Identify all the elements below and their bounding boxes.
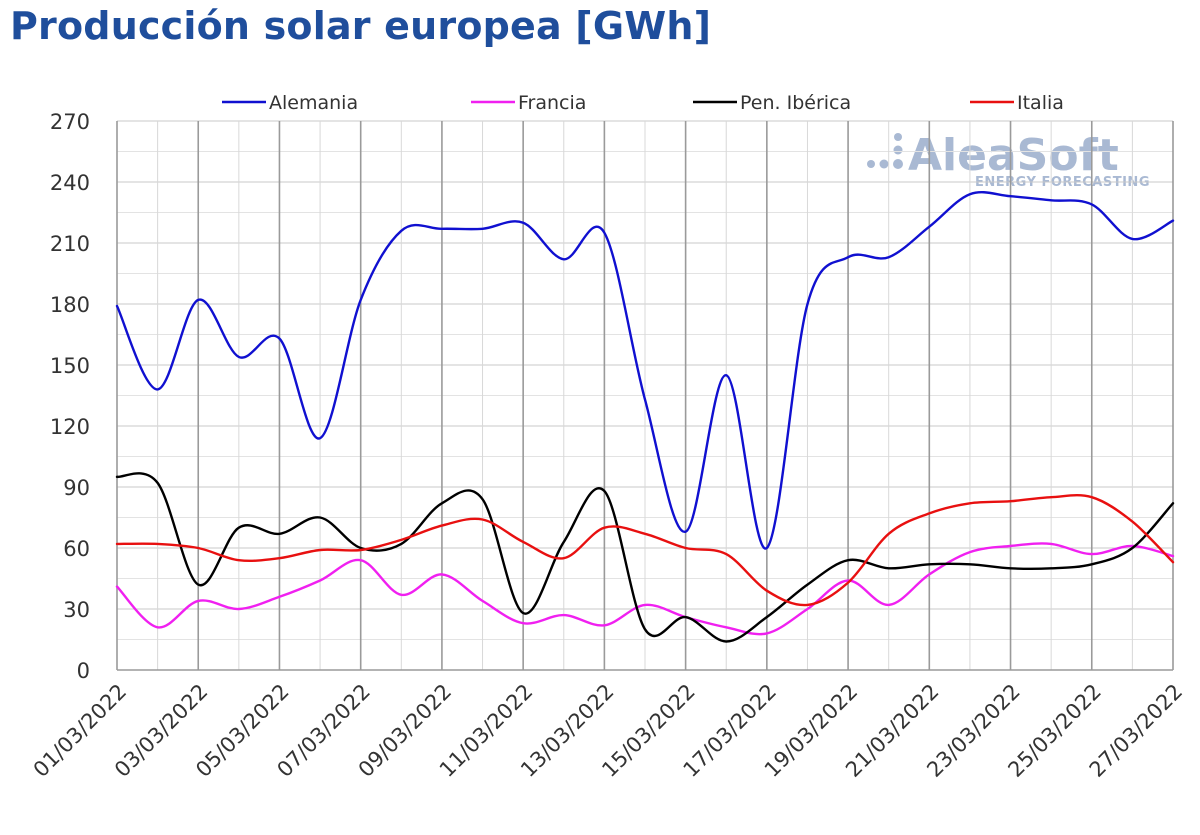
y-axis-ticks: 0 30 60 90 120 150 180 210 240 270 xyxy=(50,110,90,683)
series-line-italia xyxy=(115,494,1175,607)
y-tick-label: 30 xyxy=(63,598,90,622)
y-tick-label: 150 xyxy=(50,354,90,378)
aleasoft-watermark: AleaSoft ENERGY FORECASTING xyxy=(867,130,1150,190)
series-lines xyxy=(115,191,1175,643)
x-axis-ticks: 01/03/202203/03/202205/03/202207/03/2022… xyxy=(29,679,1188,782)
y-tick-label: 210 xyxy=(50,232,90,256)
legend-item-francia: Francia xyxy=(471,92,586,114)
y-tick-label: 270 xyxy=(50,110,90,134)
legend-item-italia: Italia xyxy=(970,92,1064,114)
series-line-francia xyxy=(115,542,1175,636)
y-tick-label: 90 xyxy=(63,476,90,500)
legend-label: Pen. Ibérica xyxy=(740,92,851,114)
y-tick-label: 240 xyxy=(50,171,90,195)
y-tick-label: 180 xyxy=(50,293,90,317)
aleasoft-logo-dots-icon xyxy=(867,133,903,169)
y-tick-label: 60 xyxy=(63,537,90,561)
legend-label: Francia xyxy=(518,92,586,114)
y-tick-label: 120 xyxy=(50,415,90,439)
legend: Alemania Francia Pen. Ibérica Italia xyxy=(222,92,1064,114)
legend-item-alemania: Alemania xyxy=(222,92,358,114)
series-line-alemania xyxy=(115,191,1175,550)
legend-label: Italia xyxy=(1017,92,1064,114)
y-tick-label: 0 xyxy=(77,659,90,683)
legend-label: Alemania xyxy=(269,92,358,114)
series-line-pen-ib-rica xyxy=(115,472,1175,643)
legend-item-pen-ib-rica: Pen. Ibérica xyxy=(693,92,851,114)
watermark-brand: AleaSoft xyxy=(908,130,1119,181)
chart-title: Producción solar europea [GWh] xyxy=(10,4,712,48)
